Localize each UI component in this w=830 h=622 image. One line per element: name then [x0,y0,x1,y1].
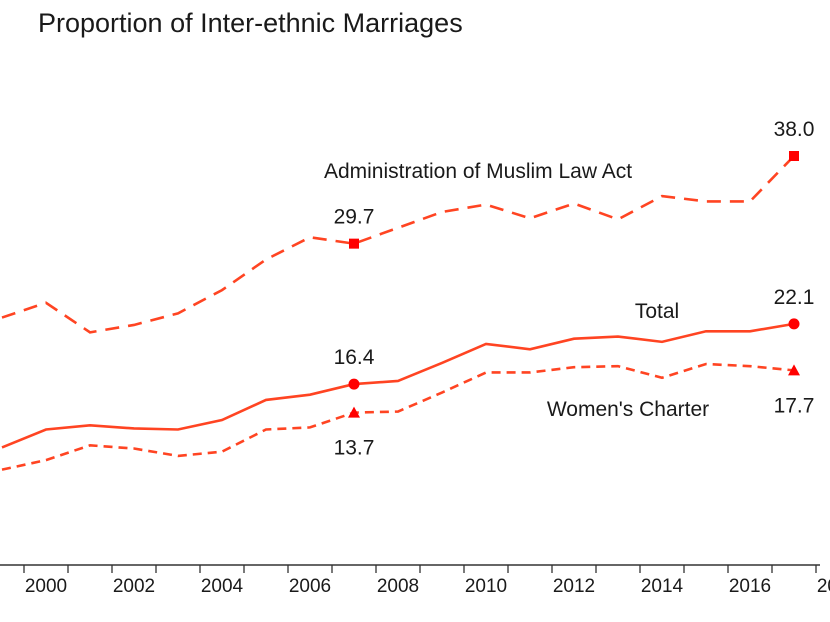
x-tick-label: 2006 [289,576,331,597]
x-tick-label: 2010 [465,576,507,597]
x-tick-label: 2012 [553,576,595,597]
x-tick-label: 2000 [25,576,67,597]
data-label: 38.0 [774,118,815,141]
data-label: 13.7 [334,437,375,460]
x-tick-label: 2018 [817,576,830,597]
triangle-marker [348,406,360,418]
annotations: 29.7 38.0 16.4 22.1 13.7 17.7 Administration o… [324,118,814,460]
x-tick-label: 2016 [729,576,771,597]
square-marker [349,238,359,249]
x-tick-label: 2014 [641,576,684,597]
data-label: 16.4 [334,346,375,369]
x-tick-label: 2004 [201,576,244,597]
x-tick-label: 2008 [377,576,419,597]
square-marker [789,151,799,161]
data-label: 17.7 [774,394,815,417]
data-label: 29.7 [334,206,375,229]
series-lines [1,151,800,471]
series-line-2 [1,362,795,471]
x-axis: 2000 2002 2004 2006 2008 2010 2012 2014 2016 2018 [0,564,830,597]
series-label: Administration of Muslim Law Act [324,160,632,183]
circle-marker [348,378,360,390]
circle-marker [788,318,800,330]
triangle-marker [788,364,800,376]
x-tick-label: 2002 [113,576,155,597]
series-line-0 [1,155,795,334]
chart-title: Proportion of Inter-ethnic Marriages [38,8,463,38]
series-line-1 [1,322,795,449]
series-label: Total [635,300,679,323]
data-label: 22.1 [774,286,815,309]
series-label: Women's Charter [547,398,709,421]
